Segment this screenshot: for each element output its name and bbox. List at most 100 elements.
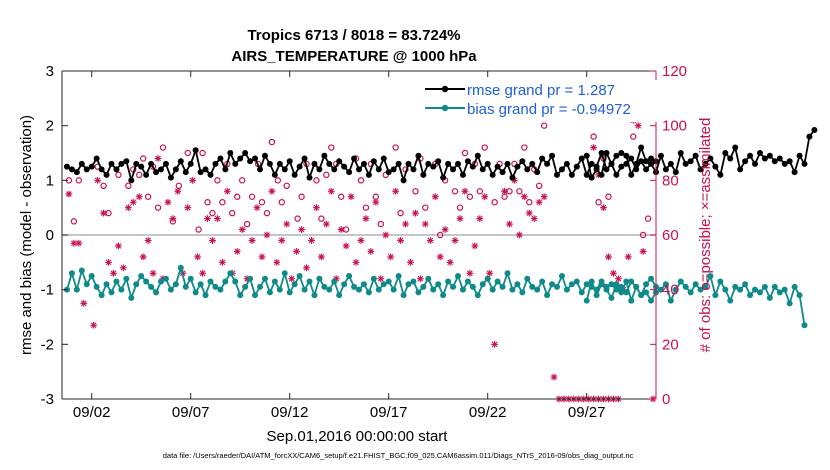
rmse-point <box>197 169 204 176</box>
rmse-point <box>326 160 333 167</box>
rmse-point <box>187 160 194 167</box>
rmse-point <box>633 160 640 167</box>
y-right-tick-label: 80 <box>662 172 679 189</box>
bias-line <box>66 266 806 326</box>
obs-possible-point <box>397 209 404 217</box>
y-right-tick-label: 120 <box>662 63 687 80</box>
rmse-point <box>568 171 575 178</box>
obs-possible-point <box>238 177 246 184</box>
obs-assimilated-point <box>233 248 241 255</box>
obs-assimilated-point <box>362 215 370 222</box>
bias-point <box>356 286 362 293</box>
bias-point <box>618 289 625 296</box>
obs-assimilated-point <box>263 231 271 239</box>
obs-assimilated-point <box>540 193 548 201</box>
rmse-point <box>291 171 298 178</box>
obs-assimilated-point <box>75 239 83 247</box>
bias-point <box>534 286 541 293</box>
bias-point <box>623 289 630 296</box>
bias-point <box>464 278 471 285</box>
obs-assimilated-point <box>238 226 246 233</box>
obs-assimilated-point <box>392 187 400 195</box>
rmse-point <box>623 152 630 159</box>
bias-point <box>400 292 407 299</box>
bias-point <box>370 275 377 282</box>
bias-point <box>281 270 288 277</box>
bias-point <box>732 283 739 290</box>
bias-point <box>539 278 546 285</box>
obs-assimilated-point <box>144 237 152 244</box>
plot-area <box>62 100 818 403</box>
rmse-point <box>697 166 704 173</box>
bias-point <box>237 292 244 299</box>
obs-possible-point <box>521 144 528 151</box>
x-tick-label: 09/22 <box>469 404 507 421</box>
rmse-point <box>118 160 125 167</box>
obs-assimilated-point <box>357 237 365 244</box>
rmse-point <box>667 160 674 167</box>
bias-point <box>459 286 466 293</box>
bias-point <box>648 297 655 304</box>
bias-point <box>643 281 650 288</box>
obs-assimilated-point <box>248 237 256 244</box>
obs-possible-point <box>590 133 597 140</box>
obs-assimilated-point <box>342 242 350 250</box>
obs-assimilated-point <box>506 220 513 228</box>
bias-point <box>450 283 457 290</box>
y-axis-label: rmse and bias (model - observation) <box>18 115 35 355</box>
rmse-point <box>682 160 689 167</box>
rmse-point <box>237 155 244 162</box>
rmse-point <box>786 158 793 165</box>
bias-point <box>573 278 580 285</box>
bias-point <box>271 278 278 285</box>
obs-assimilated-point <box>412 209 419 217</box>
obs-possible-point <box>466 193 474 200</box>
bias-point <box>108 289 115 296</box>
rmse-point <box>148 160 155 167</box>
obs-assimilated-point <box>416 275 424 283</box>
obs-possible-point <box>630 133 637 140</box>
x-tick-label: 09/17 <box>370 404 408 421</box>
bias-point <box>781 286 788 293</box>
bias-point <box>598 281 605 288</box>
rmse-point <box>257 166 263 173</box>
obs-possible-point <box>159 144 167 151</box>
legend-rmse-label: rmse grand pr = 1.287 <box>467 82 615 99</box>
bias-point <box>747 292 754 299</box>
legend-bias-label: bias grand pr = -0.94972 <box>467 101 631 118</box>
obs-possible-point <box>362 204 370 211</box>
bias-point <box>351 283 358 290</box>
rmse-point <box>73 169 80 176</box>
rmse-point <box>247 158 254 165</box>
bias-point <box>499 283 506 290</box>
obs-possible-point <box>214 177 221 184</box>
bias-point <box>796 292 803 299</box>
rmse-point <box>217 155 224 162</box>
bias-point <box>336 292 343 299</box>
bias-point <box>737 286 744 293</box>
obs-assimilated-point <box>129 198 137 206</box>
bias-point <box>331 278 338 285</box>
bias-point <box>306 278 313 285</box>
rmse-point <box>474 152 481 159</box>
obs-possible-point <box>476 188 483 195</box>
x-tick-label: 09/07 <box>172 404 210 421</box>
rmse-point <box>351 155 358 162</box>
y-axis-right-label: # of obs: o=possible; ×=assimilated <box>697 118 714 353</box>
bias-point <box>643 289 650 296</box>
rmse-point <box>207 171 214 178</box>
rmse-point <box>598 150 605 156</box>
obs-assimilated-point <box>94 176 102 184</box>
bias-point <box>435 281 442 288</box>
rmse-point <box>539 155 546 162</box>
obs-possible-point <box>451 188 459 195</box>
rmse-point <box>252 155 259 162</box>
obs-possible-point <box>209 209 216 217</box>
rmse-point <box>162 160 169 167</box>
obs-assimilated-point <box>189 176 197 184</box>
rmse-point <box>554 171 560 178</box>
bias-point <box>177 264 184 271</box>
obs-possible-point <box>219 198 226 206</box>
rmse-point <box>400 177 407 184</box>
obs-possible-point <box>298 193 305 200</box>
